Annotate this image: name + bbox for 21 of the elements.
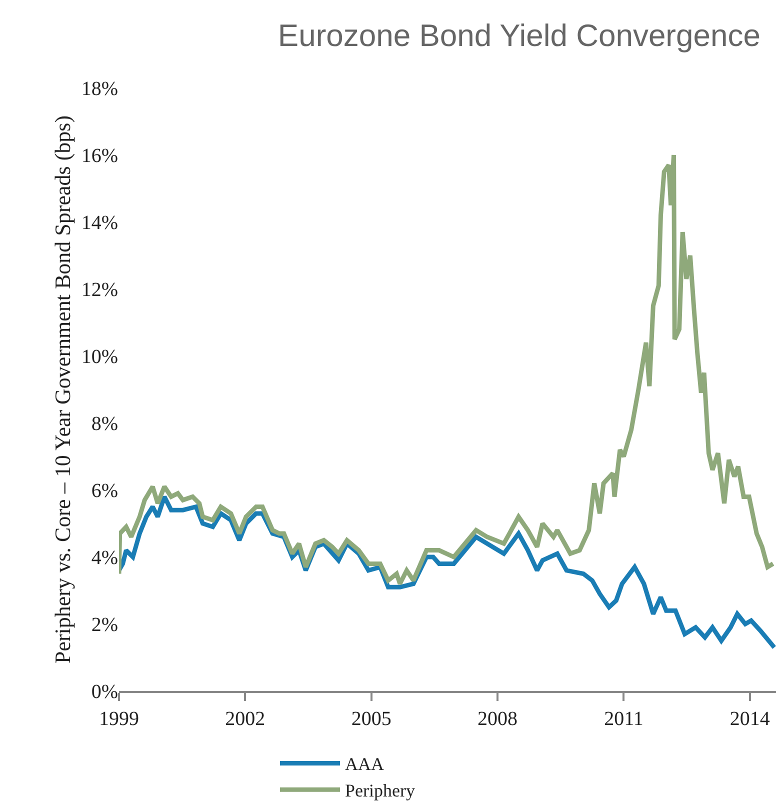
y-tick-label: 10% — [81, 346, 118, 368]
y-tick-label: 12% — [81, 279, 118, 301]
y-tick-label: 2% — [91, 614, 118, 636]
x-tick-label: 2014 — [730, 708, 770, 730]
x-tick-label: 1999 — [99, 708, 139, 730]
x-tick-label: 2002 — [225, 708, 266, 730]
y-tick-label: 14% — [81, 212, 118, 234]
y-tick-label: 18% — [81, 78, 118, 100]
x-tick-label: 2008 — [478, 708, 518, 730]
x-tick-label: 2011 — [604, 708, 644, 730]
line-series — [119, 152, 776, 586]
y-tick-label: 4% — [91, 547, 118, 569]
y-axis-title: Periphery vs. Core – 10 Year Government Bond Spreads (bps) — [50, 115, 76, 664]
legend-label: AAA — [345, 754, 384, 774]
y-tick-label: 16% — [81, 145, 118, 167]
y-tick-label: 8% — [91, 413, 118, 435]
y-tick-label: 0% — [91, 681, 118, 703]
legend-label: Periphery — [345, 780, 415, 801]
chart-title: Eurozone Bond Yield Convergence — [278, 18, 760, 53]
y-tick-label: 6% — [91, 480, 118, 502]
x-tick-label: 2005 — [351, 708, 392, 730]
